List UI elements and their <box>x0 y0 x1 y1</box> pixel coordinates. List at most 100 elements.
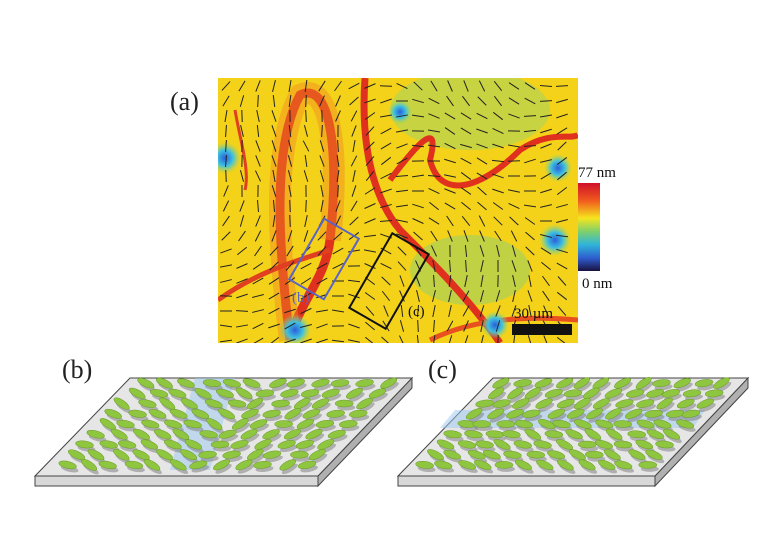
director-arrow <box>480 335 484 343</box>
director-arrow <box>300 262 312 270</box>
director-arrow <box>224 110 228 122</box>
molecule <box>655 440 674 449</box>
molecule <box>199 430 218 439</box>
director-arrow <box>464 244 468 258</box>
director-arrow <box>225 154 227 168</box>
director-arrow <box>528 305 532 317</box>
director-arrow <box>220 248 232 254</box>
molecule <box>247 449 264 461</box>
colorbar-label: 0 nm <box>582 276 613 292</box>
director-arrow <box>447 230 453 242</box>
molecule <box>87 449 105 461</box>
molecule <box>191 408 210 419</box>
molecule <box>475 399 494 408</box>
director-arrow <box>448 274 452 288</box>
molecule <box>202 379 222 388</box>
director-arrow <box>288 94 292 108</box>
molecule-shadow <box>191 465 210 473</box>
molecule <box>673 378 691 389</box>
director-arrow <box>461 215 471 227</box>
director-arrow <box>433 334 436 343</box>
director-arrow <box>332 247 344 255</box>
molecule-shadow <box>234 422 251 434</box>
director-arrow <box>540 188 552 194</box>
director-arrow <box>557 141 567 151</box>
director-arrow <box>365 170 375 182</box>
molecule <box>513 379 532 388</box>
director-arrow <box>365 306 375 316</box>
director-arrow <box>460 112 472 120</box>
molecule <box>556 439 573 450</box>
molecule <box>279 459 297 471</box>
director-arrow <box>347 279 361 283</box>
molecule <box>262 429 280 440</box>
director-arrow <box>464 335 469 343</box>
director-arrow <box>540 234 552 238</box>
director-arrow <box>284 293 296 299</box>
director-arrow <box>350 155 358 167</box>
director-arrow <box>236 338 248 343</box>
molecule <box>661 389 680 398</box>
director-arrow <box>380 156 392 166</box>
molecule <box>253 461 272 469</box>
director-arrow <box>365 156 375 166</box>
molecule <box>436 439 455 450</box>
director-arrow <box>335 200 341 212</box>
director-arrow <box>556 113 568 119</box>
director-arrow <box>524 217 536 225</box>
director-arrow <box>540 172 552 180</box>
director-arrow <box>428 201 440 211</box>
director-arrow <box>252 322 264 330</box>
director-arrow <box>430 245 438 257</box>
director-arrow <box>543 335 548 343</box>
director-arrow <box>476 172 488 180</box>
molecule <box>656 397 673 410</box>
molecule <box>326 409 345 418</box>
director-arrow <box>477 96 487 106</box>
molecule <box>110 428 128 440</box>
director-arrow <box>381 336 389 343</box>
director-arrow <box>556 336 566 343</box>
molecule <box>255 389 275 398</box>
molecule <box>213 459 230 471</box>
molecule <box>568 449 586 460</box>
director-arrow <box>350 200 358 212</box>
molecule <box>704 389 724 398</box>
director-arrow <box>269 261 279 271</box>
director-arrow <box>252 294 264 298</box>
director-arrow <box>448 335 453 343</box>
director-arrow <box>222 200 230 212</box>
molecule-shadow <box>220 434 239 443</box>
director-arrow <box>336 169 340 183</box>
molecule-shadow <box>509 391 526 403</box>
molecule <box>254 439 272 450</box>
director-arrow <box>542 290 550 302</box>
molecule-shadow <box>715 381 732 393</box>
molecule <box>293 397 311 410</box>
director-arrow <box>351 125 357 137</box>
director-arrow <box>334 80 342 92</box>
molecule <box>496 420 515 428</box>
molecule <box>604 388 623 399</box>
molecule <box>552 419 571 429</box>
director-arrow <box>480 260 484 272</box>
director-arrow <box>239 95 245 107</box>
director-arrow <box>479 245 485 257</box>
molecule <box>556 459 574 471</box>
molecule <box>565 429 583 440</box>
director-arrow <box>284 277 296 285</box>
director-arrow <box>492 188 504 194</box>
molecule <box>116 419 135 429</box>
director-arrow <box>395 189 409 193</box>
director-arrow <box>495 290 501 302</box>
director-arrow <box>478 215 486 227</box>
molecule <box>696 398 715 409</box>
molecule <box>487 408 505 420</box>
molecule <box>415 460 434 469</box>
molecule <box>262 409 281 418</box>
molecule <box>271 399 290 408</box>
molecule <box>355 379 374 388</box>
molecule <box>86 429 105 439</box>
director-arrow <box>446 95 454 107</box>
director-arrow <box>254 245 262 257</box>
